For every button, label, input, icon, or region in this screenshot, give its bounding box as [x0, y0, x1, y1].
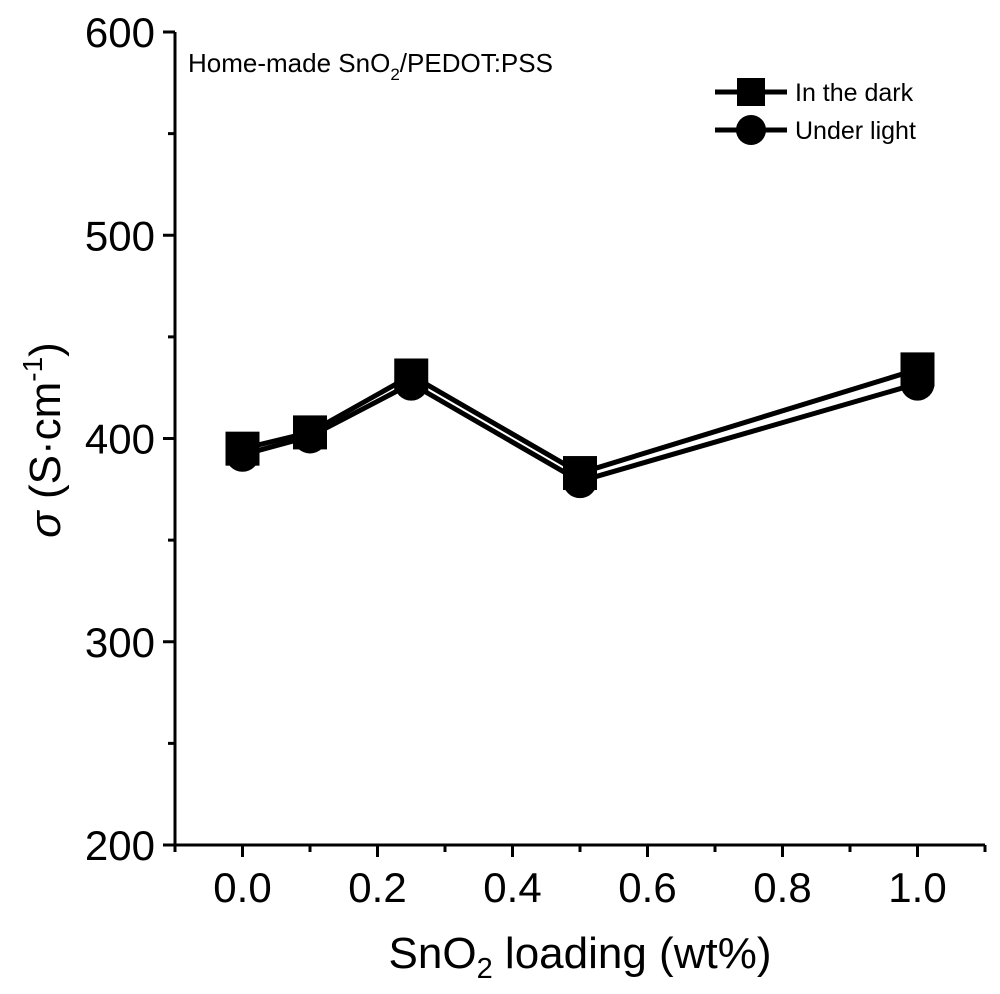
series-1 — [225, 366, 935, 499]
x-tick-label: 0.2 — [348, 864, 406, 911]
legend: In the dark Under light — [715, 78, 916, 145]
data-point-circle — [563, 464, 597, 499]
axes-layer: 200 300 400 500 600 0.0 0.2 0.4 0.6 0.8 1.0 — [85, 9, 987, 911]
legend-item-0: In the dark — [715, 78, 914, 107]
x-tick-label: 0.4 — [483, 864, 541, 911]
chart-annotation: Home-made SnO2/PEDOT:PSS — [188, 48, 553, 84]
y-tick-label: 300 — [85, 619, 155, 666]
x-tick-label: 0.0 — [213, 864, 271, 911]
y-tick-label: 400 — [85, 416, 155, 463]
text-layer: Home-made SnO2/PEDOT:PSS SnO2 loading (wt… — [17, 48, 771, 985]
data-point-circle — [225, 437, 260, 472]
legend-item-1: Under light — [715, 115, 916, 145]
y-tick-label: 600 — [85, 9, 155, 56]
legend-marker-circle — [736, 115, 766, 145]
x-tick-label: 0.6 — [618, 864, 676, 911]
x-axis-title: SnO2 loading (wt%) — [389, 929, 772, 985]
y-axis-title: σ (S·cm-1) — [17, 342, 70, 538]
x-tick-label: 1.0 — [888, 864, 946, 911]
y-tick-label: 200 — [85, 822, 155, 869]
x-tick-label: 0.8 — [753, 864, 811, 911]
series-layer — [225, 352, 935, 499]
y-tick-label: 500 — [85, 212, 155, 259]
legend-label: Under light — [795, 117, 916, 145]
data-point-circle — [394, 366, 429, 401]
legend-label: In the dark — [795, 79, 914, 107]
data-point-circle — [293, 419, 327, 454]
legend-marker-square — [737, 78, 765, 106]
data-point-circle — [900, 366, 935, 401]
